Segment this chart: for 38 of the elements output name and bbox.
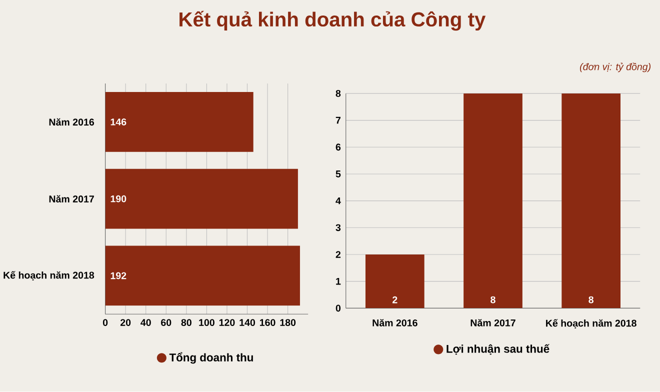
x-tick-label: 180 <box>280 319 296 326</box>
data-label: 2 <box>392 296 398 304</box>
legend-label: Lợi nhuận sau thuế <box>446 344 550 355</box>
x-tick-label: 20 <box>120 319 131 326</box>
data-label: 192 <box>110 272 126 280</box>
y-tick-label: 5 <box>336 170 341 178</box>
bar <box>105 168 298 229</box>
data-label: 190 <box>110 196 126 202</box>
x-tick-label: 60 <box>161 319 172 326</box>
y-tick-label: Năm 2017 <box>49 195 94 203</box>
y-tick-label: Năm 2016 <box>49 118 94 126</box>
x-tick-label: 40 <box>140 319 151 326</box>
legend-label: Tổng doanh thu <box>169 352 253 364</box>
data-label: 146 <box>110 118 126 126</box>
data-label: 8 <box>588 296 594 304</box>
y-tick-label: 4 <box>336 198 341 204</box>
y-tick-label: 8 <box>336 90 341 98</box>
x-tick-label: 80 <box>181 319 192 326</box>
y-tick-label: 2 <box>336 251 341 258</box>
bar <box>105 246 300 306</box>
x-tick-label: 120 <box>219 319 235 326</box>
x-tick-label: 0 <box>102 319 108 326</box>
x-tick-label: Năm 2016 <box>372 319 418 327</box>
y-tick-label: 3 <box>336 224 341 232</box>
data-label: 8 <box>490 296 496 304</box>
chart-subtitle: (đơn vị: tỷ đồng) <box>580 62 650 72</box>
x-tick-label: 140 <box>240 319 256 326</box>
x-tick-label: Năm 2017 <box>470 319 516 327</box>
x-tick-label: 100 <box>199 319 214 326</box>
y-tick-label: 1 <box>336 278 341 285</box>
y-tick-label: Kế hoạch năm 2018 <box>4 271 94 280</box>
bar <box>105 92 254 152</box>
x-tick-label: Kế hoạch năm 2018 <box>546 319 636 328</box>
y-tick-label: 7 <box>336 117 340 124</box>
x-tick-label: 160 <box>260 319 276 326</box>
y-tick-label: 0 <box>336 304 341 312</box>
y-tick-label: 6 <box>336 144 341 151</box>
chart-title: Kết quả kinh doanh của Công ty <box>180 11 486 31</box>
